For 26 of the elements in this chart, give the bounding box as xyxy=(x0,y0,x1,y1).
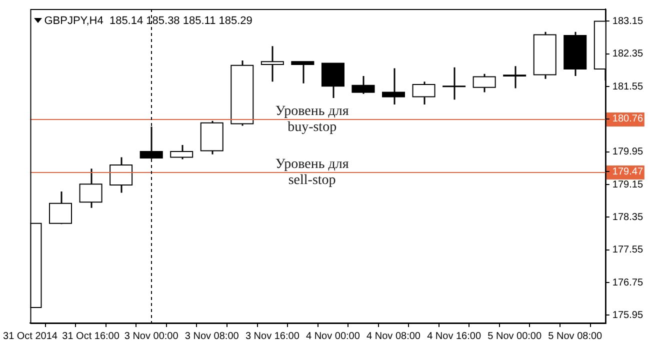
y-tick-label: 178.35 xyxy=(612,212,644,223)
text: GBPJPY,H4 185.14 185.38 185.11 185.29 xyxy=(44,15,252,28)
x-tick-label: 31 Oct 2014 xyxy=(3,330,58,342)
y-tick-label: 179.47 xyxy=(612,166,644,178)
x-tick-label: 3 Nov 16:00 xyxy=(245,330,300,342)
candlestick xyxy=(412,80,436,106)
y-tick-label: 177.55 xyxy=(612,244,644,256)
x-tick-label: 4 Nov 16:00 xyxy=(427,330,482,342)
x-tick-label: 3 Nov 00:00 xyxy=(124,330,179,342)
ref-line-label: Уровень для buy-stop xyxy=(275,104,350,136)
y-tick-label: 180.76 xyxy=(612,114,644,125)
y-tick-label: 182.35 xyxy=(612,48,644,60)
y-tick-label: 179.95 xyxy=(612,146,644,158)
ref-line-label: Уровень для sell-stop xyxy=(275,157,350,188)
x-tick-label: 4 Nov 08:00 xyxy=(366,330,421,342)
y-tick-label: 176.75 xyxy=(612,277,644,288)
x-tick-label: 5 Nov 08:00 xyxy=(548,330,603,342)
x-tick-label: 5 Nov 00:00 xyxy=(488,330,542,342)
candlestick xyxy=(382,67,406,106)
y-tick-label: 181.55 xyxy=(612,81,644,92)
y-tick-label: 175.95 xyxy=(612,310,644,321)
x-tick-label: 31 Oct 16:00 xyxy=(62,330,120,342)
y-tick-label: 179.15 xyxy=(612,179,644,190)
x-tick-label: 3 Nov 08:00 xyxy=(184,330,240,342)
y-tick-label: 183.15 xyxy=(612,16,644,27)
x-tick-label: 4 Nov 00:00 xyxy=(306,330,360,342)
